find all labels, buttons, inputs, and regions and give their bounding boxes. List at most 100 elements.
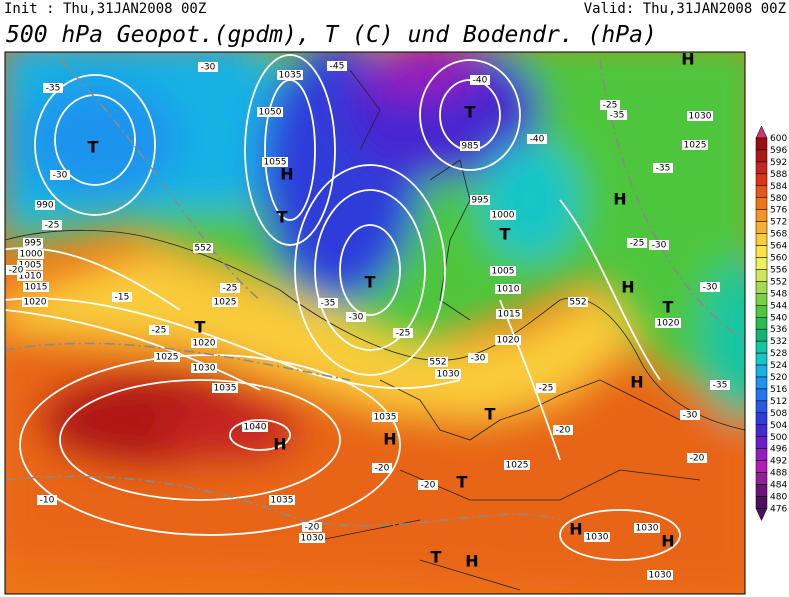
colorbar-cell: [755, 472, 768, 485]
colorbar-cell: [755, 293, 768, 306]
pressure-center: H: [280, 165, 293, 184]
colorbar-label: 508: [770, 409, 787, 419]
pressure-center: H: [613, 190, 626, 209]
colorbar-label: 512: [770, 397, 787, 407]
colorbar-cell: [755, 388, 768, 402]
label-box: [112, 292, 132, 302]
contour-label: -30: [652, 241, 667, 251]
label-box: [504, 460, 530, 470]
colorbar-label: 600: [770, 134, 787, 144]
contour-label: -25: [539, 384, 554, 394]
label-box: [495, 335, 521, 345]
colorbar-cell: [755, 424, 768, 437]
pressure-center: T: [195, 318, 206, 337]
pressure-center: T: [663, 298, 674, 317]
colorbar-label: 480: [770, 493, 787, 503]
contour-label: 552: [569, 298, 586, 308]
map-labels: H 1040 H H T T H T T H T H T T T T H H T H H 1035 1055 1050 990 9…: [6, 52, 730, 581]
label-box: [212, 297, 238, 307]
label-box: [299, 533, 325, 543]
contour-label: -25: [152, 326, 167, 336]
label-box: [710, 380, 730, 390]
colorbar-label: 596: [770, 146, 787, 156]
colorbar-label: 532: [770, 337, 787, 347]
pressure-center: T: [465, 103, 476, 122]
label-box: [393, 328, 413, 338]
colorbar-cell: [755, 496, 768, 509]
label-box: [220, 283, 240, 293]
contour-label: -10: [40, 496, 55, 506]
colorbar-cell: [755, 460, 768, 473]
colorbar-label: 484: [770, 481, 787, 491]
colorbar-label: 556: [770, 265, 787, 275]
colorbar-cell: [755, 352, 768, 366]
label-box: [262, 157, 288, 167]
colorbar-label: 504: [770, 421, 787, 431]
pressure-center: T: [500, 225, 511, 244]
colorbar-label: 544: [770, 301, 787, 311]
label-box: [17, 271, 43, 281]
contour-label: 1015: [25, 283, 48, 293]
contour-label: -20: [305, 523, 320, 533]
label-box: [17, 260, 43, 270]
contour-label: -35: [713, 381, 728, 391]
contour-label: 1035: [271, 496, 294, 506]
shading: [5, 52, 745, 594]
contour-label: 1035: [214, 384, 237, 394]
colorbar-arrow: [755, 508, 768, 522]
label-box: [346, 312, 366, 322]
contour-label: -35: [610, 111, 625, 121]
contour-label: 985: [461, 142, 478, 152]
label-box: [634, 523, 660, 533]
contour-label: -20: [375, 464, 390, 474]
label-box: [536, 383, 556, 393]
label-box: [649, 240, 669, 250]
colorbar-cell: [755, 209, 768, 222]
label-box: [647, 570, 673, 580]
contour-label: 1000: [492, 211, 515, 221]
colorbar-label: 476: [770, 504, 787, 514]
colorbar-cell: [755, 317, 768, 330]
pressure-center: H: [273, 435, 286, 454]
label-box: [327, 61, 347, 71]
contour-label: -20: [690, 454, 705, 464]
colorbar-arrow: [755, 125, 768, 139]
label-box: [193, 243, 213, 253]
label-box: [553, 425, 573, 435]
contour-label: -25: [630, 239, 645, 249]
contour-label: 1030: [649, 571, 672, 581]
pressure-center: H: [621, 278, 634, 297]
contour-label: -30: [53, 171, 68, 181]
colorbar-cell: [755, 257, 768, 270]
colorbar-label: 584: [770, 182, 787, 192]
isobars: [5, 54, 681, 561]
label-box: [318, 298, 338, 308]
contour-label: 1025: [156, 353, 179, 363]
label-box: [22, 297, 48, 307]
colorbar-cell: [755, 448, 768, 461]
label-box: [655, 318, 681, 328]
colorbar-cell: [755, 340, 768, 354]
contour-label: -20: [556, 426, 571, 436]
label-box: [418, 480, 438, 490]
contour-label: 1040: [244, 423, 267, 433]
label-box: [50, 170, 70, 180]
label-box: [496, 309, 522, 319]
label-box: [680, 410, 700, 420]
label-box: [607, 110, 627, 120]
label-box: [584, 532, 610, 542]
contour-label: 995: [24, 239, 41, 249]
colorbar-label: 552: [770, 277, 787, 287]
contour-label: 1020: [657, 319, 680, 329]
map-title: 500 hPa Geopot.(gpdm), T (C) und Bodendr…: [6, 22, 657, 48]
colorbar-label: 592: [770, 158, 787, 168]
contour-label: 1025: [214, 298, 237, 308]
colorbar-label: 520: [770, 373, 787, 383]
label-box: [700, 282, 720, 292]
pressure-center: H: [661, 532, 674, 551]
contour-label: 1030: [193, 364, 216, 374]
label-box: [687, 453, 707, 463]
contour-label: 995: [471, 196, 488, 206]
colorbar-label: 588: [770, 170, 787, 180]
